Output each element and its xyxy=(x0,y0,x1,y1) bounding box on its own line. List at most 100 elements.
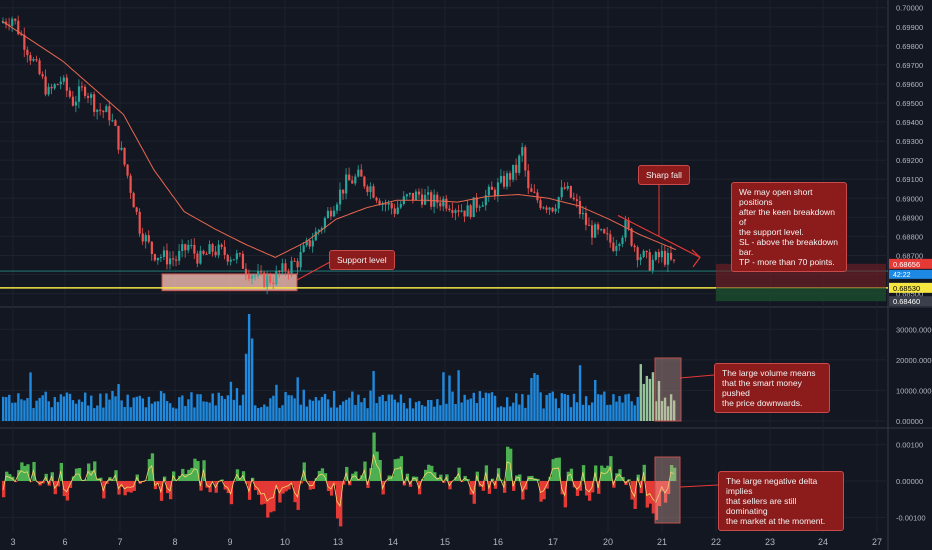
delta-bar xyxy=(524,481,528,490)
candle-body xyxy=(442,198,445,207)
delta-bar xyxy=(244,481,249,484)
volume-bar xyxy=(26,398,29,421)
delta-bar xyxy=(502,481,507,493)
volume-bar xyxy=(65,392,69,421)
delta-bar xyxy=(17,470,21,481)
candle-body xyxy=(120,147,123,150)
volume-bar xyxy=(399,394,403,421)
candle-body xyxy=(587,224,591,226)
candle-body xyxy=(260,271,263,273)
delta-bar xyxy=(247,481,252,500)
volume-bar xyxy=(621,402,624,421)
candle-body xyxy=(317,229,320,232)
delta-bar xyxy=(266,481,270,518)
candle-body xyxy=(393,208,396,214)
candle-body xyxy=(369,186,372,193)
volume-bar xyxy=(420,405,424,421)
volume-bar xyxy=(93,408,96,421)
volume-bar xyxy=(71,400,75,421)
volume-bar xyxy=(548,393,551,421)
volume-bar xyxy=(405,408,409,421)
volume-bar xyxy=(639,364,642,421)
candle-body xyxy=(366,186,369,193)
volume-bar xyxy=(651,372,655,421)
candle-body xyxy=(609,234,612,243)
candle-body xyxy=(375,197,378,201)
volume-bar xyxy=(627,393,630,421)
volume-bar xyxy=(32,408,35,421)
delta-bar xyxy=(581,465,586,481)
volume-bar xyxy=(408,398,412,421)
delta-pane[interactable] xyxy=(2,432,677,527)
volume-bar xyxy=(515,393,518,421)
delta-bar xyxy=(363,461,367,481)
candle-body xyxy=(339,189,342,205)
candle-body xyxy=(35,59,38,61)
volume-bar xyxy=(448,375,451,421)
candle-body xyxy=(311,240,314,247)
delta-bar xyxy=(126,481,130,492)
candle-body xyxy=(178,251,181,261)
candle-body xyxy=(390,202,393,209)
delta-bar xyxy=(642,464,646,481)
delta-bar xyxy=(509,448,513,481)
volume-bar xyxy=(457,370,460,421)
volume-bar xyxy=(566,394,570,421)
candle-body xyxy=(77,86,81,102)
delta-bar xyxy=(378,459,382,481)
volume-bar xyxy=(35,400,38,421)
candle-body xyxy=(524,147,527,171)
candle-body xyxy=(578,200,582,215)
candle-body xyxy=(172,258,175,260)
delta-bar xyxy=(636,474,640,481)
delta-bar xyxy=(405,473,410,481)
volume-bar xyxy=(117,384,120,421)
delta-bar xyxy=(360,475,364,481)
candle-body xyxy=(223,246,226,255)
candle-body xyxy=(123,147,126,165)
volume-bar xyxy=(281,405,284,421)
volume-bar xyxy=(493,395,497,421)
delta-bar xyxy=(466,479,470,481)
volume-bar xyxy=(111,390,114,421)
delta-bar xyxy=(469,481,473,495)
volume-bar xyxy=(633,405,636,421)
volume-bar xyxy=(612,394,615,421)
candle-body xyxy=(193,244,196,254)
candle-body xyxy=(168,258,172,265)
volume-bar xyxy=(393,399,397,421)
volume-bar xyxy=(320,396,324,421)
delta-bar xyxy=(238,478,243,481)
delta-bar xyxy=(551,459,555,481)
candle-body xyxy=(326,210,330,219)
volume-bar xyxy=(56,401,60,421)
delta-bar xyxy=(408,481,413,487)
volume-bar xyxy=(332,390,336,421)
candle-body xyxy=(162,250,166,257)
volume-bar xyxy=(351,391,354,421)
candle-body xyxy=(396,207,399,214)
price-tick-label: 0.69400 xyxy=(896,118,923,127)
delta-note: The large negative delta implies that se… xyxy=(718,471,844,531)
candle-body xyxy=(666,252,670,265)
candle-body xyxy=(102,110,105,113)
candle-body xyxy=(147,235,150,242)
candle-body xyxy=(184,244,187,251)
candle-body xyxy=(527,170,530,189)
delta-tick-label: 0.00100 xyxy=(896,441,923,450)
volume-bar xyxy=(278,407,281,421)
candle-body xyxy=(284,263,287,272)
candle-body xyxy=(624,219,627,238)
volume-bar xyxy=(542,408,545,421)
price-pane[interactable] xyxy=(0,15,888,302)
volume-bar xyxy=(648,378,652,421)
volume-bar xyxy=(2,396,5,421)
delta-bar xyxy=(132,481,136,491)
candle-body xyxy=(633,245,636,248)
volume-pane[interactable] xyxy=(2,314,676,421)
delta-bar xyxy=(335,481,340,519)
candle-body xyxy=(23,34,26,50)
x-tick-label: 15 xyxy=(440,537,450,547)
delta-bar xyxy=(168,481,173,500)
